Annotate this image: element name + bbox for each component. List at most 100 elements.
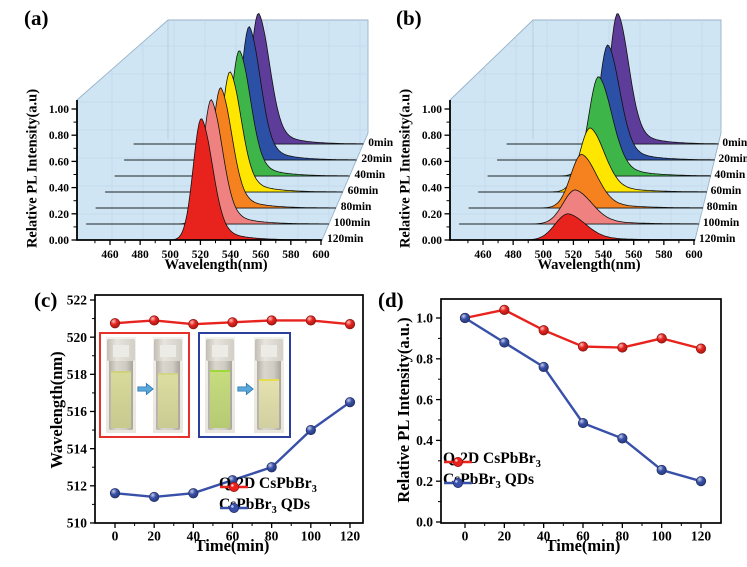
legend-d-q2d: Q-2D CsPbBr3 bbox=[443, 451, 541, 472]
svg-text:0.0: 0.0 bbox=[416, 515, 433, 530]
svg-text:120min: 120min bbox=[327, 233, 364, 245]
waterfall-chart-a: 0.00 0.20 0.40 0.60 0.80 1.00 460 480 500 520 540 5… bbox=[49, 13, 394, 261]
svg-text:1.00: 1.00 bbox=[49, 104, 69, 116]
svg-text:20min: 20min bbox=[718, 153, 747, 165]
svg-text:0.80: 0.80 bbox=[422, 130, 442, 142]
svg-text:0min: 0min bbox=[722, 137, 747, 149]
panel-b-label: (b) bbox=[396, 6, 422, 30]
svg-text:40min: 40min bbox=[715, 169, 746, 181]
svg-text:80min: 80min bbox=[341, 201, 372, 213]
axis-label-x-b: Wavelength(nm) bbox=[537, 257, 641, 273]
svg-text:100: 100 bbox=[301, 529, 322, 544]
svg-text:0: 0 bbox=[462, 529, 469, 544]
legend-c-q2d: Q-2D CsPbBr3 bbox=[219, 476, 317, 497]
svg-text:522: 522 bbox=[67, 293, 88, 308]
svg-text:1.0: 1.0 bbox=[416, 311, 433, 326]
svg-text:500: 500 bbox=[535, 249, 553, 261]
svg-text:60: 60 bbox=[226, 529, 240, 544]
svg-text:40: 40 bbox=[537, 529, 551, 544]
axis-label-y-c: Wavelength(nm) bbox=[47, 351, 66, 469]
panel-a-label: (a) bbox=[24, 6, 49, 30]
legend-symbol-blue bbox=[444, 478, 472, 488]
svg-text:480: 480 bbox=[505, 249, 523, 261]
svg-text:516: 516 bbox=[67, 404, 88, 419]
line-chart-intensity: 0.0 0.2 0.4 0.6 0.8 1.0 0 20 40 60 80 100 120 bbox=[416, 298, 722, 544]
svg-text:80: 80 bbox=[616, 529, 630, 544]
svg-text:518: 518 bbox=[67, 367, 88, 382]
right-arrow-icon bbox=[137, 382, 154, 396]
svg-text:40min: 40min bbox=[355, 169, 386, 181]
inset-box-red bbox=[99, 332, 190, 438]
svg-text:60min: 60min bbox=[711, 185, 742, 197]
svg-text:0.8: 0.8 bbox=[416, 352, 433, 367]
waterfall-chart-b: 0.00 0.20 0.40 0.60 0.80 1.00 460 480 500 520 540 5… bbox=[422, 13, 747, 261]
svg-text:1.00: 1.00 bbox=[422, 104, 442, 116]
svg-text:580: 580 bbox=[655, 249, 673, 261]
svg-text:0.4: 0.4 bbox=[416, 433, 433, 448]
legend-symbol-red bbox=[220, 482, 248, 492]
svg-text:0.00: 0.00 bbox=[49, 235, 69, 247]
svg-text:80: 80 bbox=[265, 529, 279, 544]
svg-text:100min: 100min bbox=[334, 217, 371, 229]
inset-box-blue bbox=[198, 332, 291, 438]
svg-text:520: 520 bbox=[67, 330, 88, 345]
svg-text:460: 460 bbox=[474, 249, 492, 261]
svg-text:0.20: 0.20 bbox=[422, 209, 442, 221]
panel-c-label: (c) bbox=[34, 288, 58, 312]
line-chart-wavelength: 510 512 514 516 518 520 522 0 20 40 60 80 100 120 bbox=[67, 293, 364, 544]
svg-text:600: 600 bbox=[685, 249, 703, 261]
svg-text:60min: 60min bbox=[348, 185, 379, 197]
svg-text:512: 512 bbox=[67, 479, 88, 494]
cuvette-photo bbox=[106, 337, 136, 433]
svg-text:100min: 100min bbox=[703, 217, 740, 229]
svg-text:20: 20 bbox=[498, 529, 512, 544]
svg-text:120min: 120min bbox=[699, 233, 736, 245]
svg-text:0.80: 0.80 bbox=[49, 130, 69, 142]
svg-text:80min: 80min bbox=[707, 201, 738, 213]
panel-d-label: (d) bbox=[378, 288, 404, 312]
svg-text:120: 120 bbox=[340, 529, 361, 544]
legend-symbol-red bbox=[444, 457, 472, 467]
svg-text:600: 600 bbox=[312, 249, 330, 261]
svg-text:20: 20 bbox=[147, 529, 161, 544]
svg-text:0.40: 0.40 bbox=[422, 183, 442, 195]
cuvette bbox=[255, 339, 283, 430]
svg-text:514: 514 bbox=[67, 441, 88, 456]
svg-text:0.60: 0.60 bbox=[49, 156, 69, 168]
svg-text:40: 40 bbox=[187, 529, 201, 544]
svg-text:520: 520 bbox=[192, 249, 210, 261]
cuvette bbox=[107, 339, 135, 430]
axis-label-x-c: Time(min) bbox=[194, 536, 270, 555]
cuvette-photo bbox=[153, 337, 183, 433]
svg-text:100: 100 bbox=[652, 529, 673, 544]
svg-text:520: 520 bbox=[565, 249, 583, 261]
svg-text:480: 480 bbox=[132, 249, 150, 261]
svg-text:560: 560 bbox=[625, 249, 643, 261]
cuvette-photo bbox=[205, 337, 235, 433]
svg-text:0.60: 0.60 bbox=[422, 156, 442, 168]
legend-c-qds: CsPbBr3 QDs bbox=[219, 497, 310, 518]
svg-text:540: 540 bbox=[222, 249, 240, 261]
svg-text:0.20: 0.20 bbox=[49, 209, 69, 221]
cuvette bbox=[154, 339, 182, 430]
svg-text:20min: 20min bbox=[361, 153, 392, 165]
svg-text:0.00: 0.00 bbox=[422, 235, 442, 247]
legend-symbol-blue bbox=[220, 503, 248, 513]
cuvette-photo bbox=[254, 337, 284, 433]
svg-text:510: 510 bbox=[67, 516, 88, 531]
axis-label-x-d: Time(min) bbox=[545, 536, 621, 555]
svg-text:0min: 0min bbox=[368, 137, 394, 149]
axis-label-y-a: Relative PL Intensity(a.u) bbox=[24, 88, 41, 249]
axis-label-x-a: Wavelength(nm) bbox=[164, 257, 268, 273]
svg-text:0.40: 0.40 bbox=[49, 183, 69, 195]
svg-text:500: 500 bbox=[162, 249, 180, 261]
svg-text:560: 560 bbox=[252, 249, 270, 261]
svg-text:0.6: 0.6 bbox=[416, 392, 433, 407]
svg-text:460: 460 bbox=[101, 249, 119, 261]
svg-text:0: 0 bbox=[112, 529, 119, 544]
svg-text:580: 580 bbox=[282, 249, 300, 261]
svg-text:60: 60 bbox=[576, 529, 590, 544]
svg-text:540: 540 bbox=[595, 249, 613, 261]
right-arrow-icon bbox=[237, 382, 254, 396]
